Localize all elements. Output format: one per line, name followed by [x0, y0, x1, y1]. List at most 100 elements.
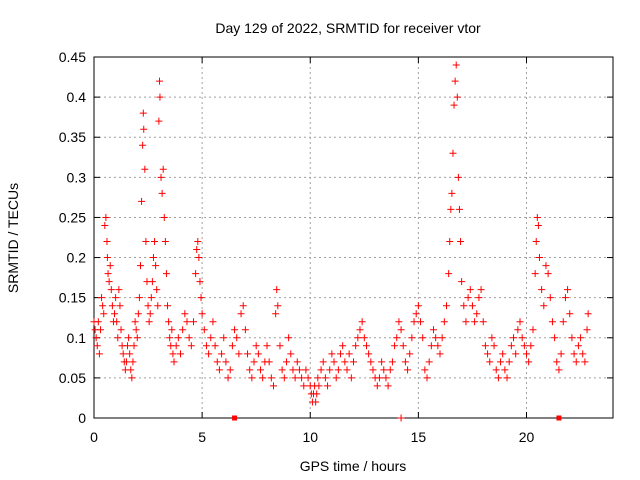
data-point: [185, 334, 193, 342]
data-point: [106, 262, 114, 270]
data-point: [207, 334, 215, 342]
data-point: [477, 286, 485, 294]
data-point: [561, 294, 569, 302]
data-point: [114, 334, 122, 342]
data-point: [457, 238, 465, 246]
data-point: [417, 318, 425, 326]
data-point: [285, 334, 293, 342]
data-point: [499, 350, 507, 358]
data-point: [250, 358, 258, 366]
data-point: [151, 238, 159, 246]
data-point: [273, 286, 281, 294]
data-point: [553, 358, 561, 366]
data-point: [115, 286, 123, 294]
data-point: [237, 310, 245, 318]
data-point: [343, 366, 351, 374]
data-point: [581, 358, 589, 366]
y-tick-label: 0.15: [59, 290, 86, 306]
plot-frame: [93, 56, 614, 419]
data-point: [257, 366, 265, 374]
data-point: [116, 302, 124, 310]
data-point: [158, 189, 166, 197]
data-point: [193, 246, 201, 254]
data-point: [337, 350, 345, 358]
data-point: [446, 238, 454, 246]
data-point: [194, 238, 202, 246]
data-point: [220, 334, 228, 342]
data-point: [152, 262, 160, 270]
data-point: [125, 334, 133, 342]
data-point: [397, 414, 405, 422]
data-point: [514, 326, 522, 334]
data-point: [358, 318, 366, 326]
data-point: [464, 294, 472, 302]
y-tick-label: 0.35: [59, 129, 86, 145]
data-point: [512, 350, 520, 358]
data-point: [136, 262, 144, 270]
data-point: [315, 382, 323, 390]
data-point: [488, 334, 496, 342]
data-point: [434, 342, 442, 350]
data-point: [388, 358, 396, 366]
data-point: [205, 350, 213, 358]
data-point: [466, 286, 474, 294]
data-point: [103, 254, 111, 262]
data-point: [438, 334, 446, 342]
data-point: [139, 109, 147, 117]
data-point: [503, 374, 511, 382]
data-point: [289, 366, 297, 374]
data-point: [312, 398, 320, 406]
data-point: [362, 342, 370, 350]
data-point: [192, 270, 200, 278]
data-point: [529, 326, 537, 334]
data-point: [187, 342, 195, 350]
data-point: [124, 342, 132, 350]
data-point: [108, 302, 116, 310]
data-point: [494, 374, 502, 382]
x-axis-ticks: 0 5 10 15 20: [90, 57, 534, 445]
data-point: [347, 374, 355, 382]
data-point: [267, 374, 275, 382]
data-point: [330, 358, 338, 366]
data-point: [111, 310, 119, 318]
data-point: [375, 374, 383, 382]
flag-marker: [232, 415, 238, 421]
data-point: [196, 278, 204, 286]
data-point: [382, 374, 390, 382]
x-tick-label: 20: [519, 429, 535, 445]
data-point: [246, 366, 254, 374]
data-point: [300, 382, 308, 390]
data-point: [304, 374, 312, 382]
data-point: [579, 350, 587, 358]
data-point: [222, 358, 230, 366]
data-point: [497, 358, 505, 366]
data-point: [360, 334, 368, 342]
data-point: [99, 302, 107, 310]
data-point: [302, 366, 310, 374]
data-point: [233, 334, 241, 342]
data-point: [224, 374, 232, 382]
data-point: [100, 310, 108, 318]
data-point: [144, 302, 152, 310]
data-point: [164, 302, 172, 310]
data-point: [520, 342, 528, 350]
data-point: [98, 294, 106, 302]
data-point: [202, 342, 210, 350]
data-point: [119, 350, 127, 358]
data-point: [282, 358, 290, 366]
data-point: [395, 318, 403, 326]
data-point: [408, 334, 416, 342]
data-point: [399, 342, 407, 350]
data-point: [198, 310, 206, 318]
data-point: [117, 326, 125, 334]
data-point: [94, 318, 102, 326]
data-point: [354, 334, 362, 342]
data-point: [423, 374, 431, 382]
data-point: [421, 366, 429, 374]
data-point: [154, 302, 162, 310]
data-point: [215, 366, 223, 374]
data-point: [527, 342, 535, 350]
data-point: [559, 318, 567, 326]
data-point: [319, 358, 327, 366]
data-point: [155, 117, 163, 125]
